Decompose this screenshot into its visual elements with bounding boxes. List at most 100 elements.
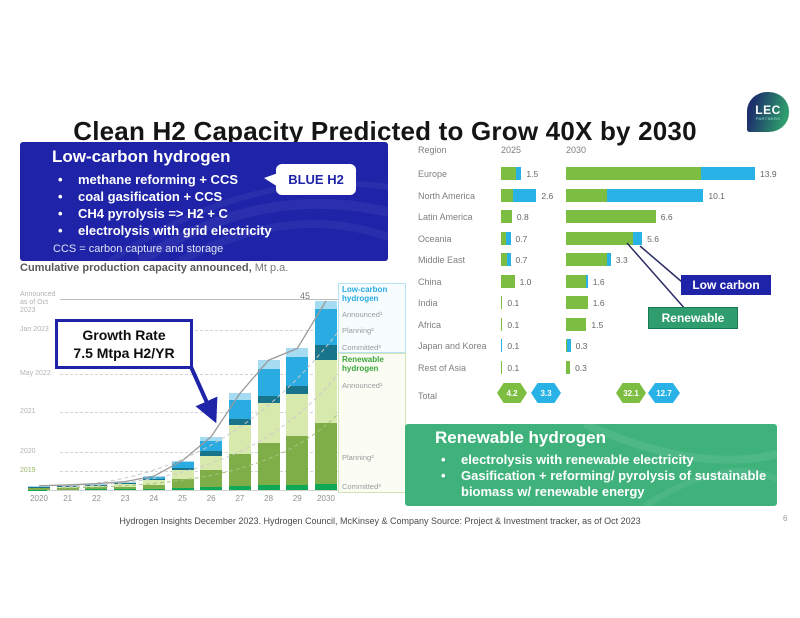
lec-logo: LEC PARTNERS [747,92,789,132]
renewable-segment [501,167,516,180]
blue-box-bullet: electrolysis with grid electricity [54,222,272,239]
green-box-title: Renewable hydrogen [435,428,606,447]
total-2025-renewable-hex: 4.2 [497,383,527,403]
x-axis-tick-label: 22 [91,494,101,503]
x-axis-tick-label: 25 [178,494,187,503]
bar-segment [200,455,223,471]
legend-item-planning: Planning² [342,453,374,462]
renewable-segment [566,253,607,266]
low-carbon-segment [507,253,511,266]
x-axis-tick-label: 21 [63,494,73,503]
bar-segment [142,484,165,489]
bar-value-label: 3.3 [615,255,628,265]
bar-segment [315,422,337,484]
bar-segment [257,442,280,485]
bar-value-label: 2.6 [541,190,554,201]
x-axis-tick-label: 24 [149,494,159,503]
regional-bar [566,296,588,309]
bar-segment [142,479,165,481]
x-axis-line [47,490,340,491]
green-box-bullet: electrolysis with renewable electricity [437,452,769,468]
region-label: Europe [418,169,448,179]
bar-value-label: 0.3 [575,362,587,373]
bar-segment [315,359,337,423]
bar-segment [56,486,79,489]
callout-tail [264,173,278,187]
legend-renewable-title: Renewable hydrogen [342,355,384,373]
legend-item-planning: Planning² [342,326,374,335]
low-carbon-segment [515,167,522,180]
chart-title-bold: Cumulative production capacity announced… [20,262,252,274]
bar-segment [315,309,337,346]
regional-bar [566,188,704,202]
renewable-info-box: Renewable hydrogen electrolysis with ren… [405,424,777,506]
bar-value-label: 0.3 [575,341,588,351]
growth-rate-line1: Growth Rate [82,327,166,343]
bar-value-label: 0.7 [515,233,528,244]
regional-bar [501,231,511,245]
bar-segment [286,394,309,436]
bar-segment [28,486,50,488]
low-carbon-segment [505,231,511,245]
bar-segment [85,484,108,485]
x-axis-tick-label: 28 [264,494,274,503]
region-label: North America [418,190,476,201]
bar-value-label: 0.1 [507,362,520,373]
bar-value-label: 0.1 [507,319,520,330]
low-carbon-segment [567,339,571,352]
page-title: Clean H2 Capacity Predicted to Grow 40X … [73,116,697,147]
legend-low-carbon: Low-carbon hydrogen Announced¹ Planning²… [338,283,406,353]
regional-bar [501,210,512,223]
bar-segment [171,478,194,488]
bar-value-label: 0.1 [507,341,520,351]
renewable-segment [501,253,508,266]
bar-segment [200,440,223,452]
bar-segment [228,393,251,400]
bar-segment [315,345,337,360]
bar-value-label: 0.7 [515,255,528,265]
blue-box-bullet: methane reforming + CCS [54,171,272,188]
renewable-segment [501,317,503,331]
bar-value-label: 13.9 [760,169,777,179]
bar-value-label: 5.6 [647,233,659,244]
bar-segment [171,462,194,468]
legend-item-committed: Committed³ [342,343,381,352]
renewable-segment [501,231,506,245]
bar-segment [142,476,165,477]
bar-segment [114,486,137,490]
bar-segment [28,489,50,491]
growth-rate-callout: Growth Rate 7.5 Mtpa H2/YR [55,319,193,369]
bar-segment [228,399,251,419]
regional-bar [501,339,503,352]
reference-line-label: Announced as of Oct 2023 [20,290,56,314]
low-carbon-segment [606,188,704,202]
bar-segment [28,485,50,487]
source-footer: Hydrogen Insights December 2023. Hydroge… [119,516,641,526]
bar-segment [56,486,79,487]
bar-segment [200,470,223,488]
peak-value-label: 45 [299,291,310,301]
regional-bar [566,317,587,331]
bar-segment [142,480,165,485]
bar-segment [200,487,223,490]
bar-segment [56,484,79,486]
regional-bar [566,210,656,223]
legend-low-carbon-title: Low-carbon hydrogen [342,285,388,303]
renewable-segment [566,296,588,309]
bar-segment [315,301,337,310]
x-axis-tick-label: 29 [292,494,302,503]
legend-item-committed: Committed³ [342,482,381,491]
low-carbon-label: Low carbon [681,275,771,295]
bar-segment [56,489,79,491]
renewable-segment [566,339,568,352]
blue-box-bullet-list: methane reforming + CCScoal gasification… [54,171,272,239]
x-axis-tick-label: 2030 [317,494,335,503]
regional-bar [566,360,571,374]
total-row-label: Total [418,391,438,401]
bar-value-label: 1.0 [519,276,532,287]
renewable-segment [566,188,607,202]
regional-bar [501,253,511,266]
column-header-region: Region [418,145,447,155]
bar-segment [228,454,251,486]
